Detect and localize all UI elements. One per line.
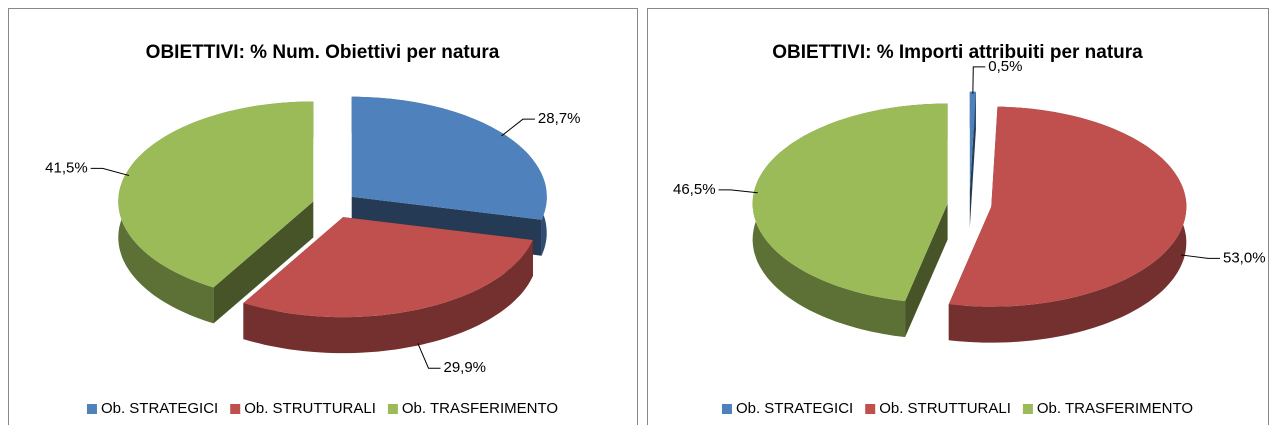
legend-label: Ob. STRATEGICI (101, 400, 218, 417)
chart-title: OBIETTIVI: % Num. Obiettivi per natura (146, 42, 500, 63)
data-label: 0,5% (988, 58, 1022, 75)
slice (118, 101, 314, 288)
slice-wall (243, 240, 533, 354)
slice-side (905, 203, 948, 338)
chart: OBIETTIVI: % Importi attribuiti per natu… (647, 8, 1269, 425)
data-label: 53,0% (1223, 249, 1266, 266)
legend: Ob. STRATEGICI Ob. STRUTTURALI Ob. TRASFER… (721, 400, 1193, 417)
slice (351, 96, 547, 220)
legend-label: Ob. TRASFERIMENTO (1037, 400, 1193, 417)
legend-label: Ob. TRASFERIMENTO (402, 400, 558, 417)
slice (948, 106, 1187, 307)
leader-line (417, 343, 441, 369)
legend: Ob. STRATEGICI Ob. STRUTTURALI Ob. TRASFER… (86, 400, 558, 417)
data-label: 28,7% (538, 110, 581, 127)
legend-swatch (86, 404, 97, 414)
legend-swatch (1022, 404, 1033, 414)
leader-line (501, 118, 535, 137)
leader-line (1180, 254, 1220, 259)
slice (752, 103, 948, 302)
leader-line (718, 189, 758, 194)
data-label: 41,5% (45, 159, 88, 176)
legend-swatch (721, 404, 732, 414)
leader-line (90, 167, 130, 177)
chart-title: OBIETTIVI: % Importi attribuiti per natu… (772, 42, 1143, 63)
slice (969, 91, 976, 192)
legend-swatch (865, 404, 876, 414)
data-label: 46,5% (673, 181, 716, 198)
slice (243, 217, 533, 318)
slice-side (213, 201, 314, 324)
legend-label: Ob. STRATEGICI (736, 400, 853, 417)
legend-label: Ob. STRUTTURALI (879, 400, 1011, 417)
legend-swatch (230, 404, 241, 414)
legend-label: Ob. STRUTTURALI (244, 400, 376, 417)
legend-swatch (387, 404, 398, 414)
leader-line (972, 66, 986, 94)
chart: OBIETTIVI: % Num. Obiettivi per natura 28… (8, 8, 638, 425)
data-label: 29,9% (443, 359, 486, 376)
